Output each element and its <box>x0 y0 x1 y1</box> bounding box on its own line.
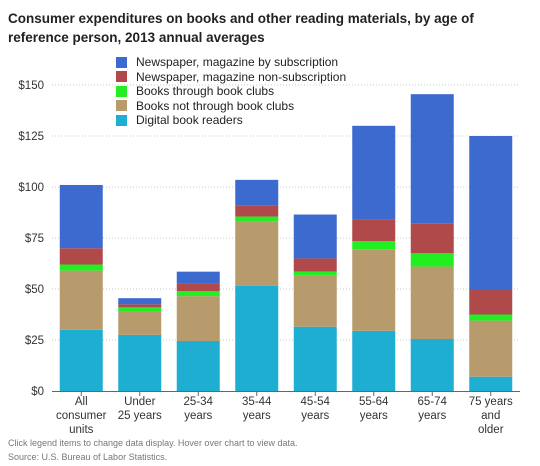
y-tick-label: $150 <box>18 80 44 92</box>
bar-segment[interactable] <box>352 330 396 391</box>
bar-segment[interactable] <box>469 290 513 315</box>
bar-segment[interactable] <box>352 219 396 242</box>
y-tick-label: $0 <box>31 386 44 398</box>
bar-segment[interactable] <box>469 320 513 377</box>
x-tick-label: 45-54 years <box>301 396 331 422</box>
bar-segment[interactable] <box>176 271 220 284</box>
legend-swatch <box>116 85 127 97</box>
y-tick-label: $100 <box>18 182 44 194</box>
interaction-note: Click legend items to change data displa… <box>8 438 298 448</box>
axes: $0 $25 $50 $75 $100 $125 $150 All consumer units U… <box>18 80 520 436</box>
legend-label: Newspaper, magazine non-subscription <box>136 69 347 84</box>
bar-segment[interactable] <box>293 214 337 259</box>
legend-label: Digital book readers <box>136 113 243 127</box>
bar-segment[interactable] <box>176 296 220 342</box>
legend-swatch <box>116 56 127 68</box>
bar-segment[interactable] <box>235 216 279 222</box>
bar-segment[interactable] <box>410 266 454 339</box>
legend-item[interactable]: Books through book clubs <box>116 84 346 98</box>
y-tick-label: $125 <box>18 131 44 143</box>
bar-segment[interactable] <box>176 291 220 297</box>
bar-segment[interactable] <box>59 248 103 265</box>
bar-segment[interactable] <box>176 341 220 391</box>
bar-segment[interactable] <box>352 241 396 250</box>
bar-segment[interactable] <box>118 334 162 391</box>
bar-segment[interactable] <box>469 136 513 291</box>
bar-segment[interactable] <box>59 184 103 249</box>
y-tick-label: $75 <box>25 233 44 245</box>
bar-segment[interactable] <box>235 221 279 286</box>
bar-segment[interactable] <box>118 298 162 305</box>
bar-segment[interactable] <box>59 329 103 391</box>
x-tick-label: 75 years and older <box>469 396 513 436</box>
bar-segment[interactable] <box>176 283 220 292</box>
legend-item[interactable]: Books not through book clubs <box>116 99 346 113</box>
legend-swatch <box>116 71 127 82</box>
legend-label: Books through book clubs <box>136 84 275 98</box>
bar-segment[interactable] <box>410 223 454 254</box>
bar-segment[interactable] <box>235 179 279 206</box>
bar-segment[interactable] <box>410 338 454 391</box>
legend-swatch <box>116 100 127 111</box>
bar-segment[interactable] <box>118 311 162 335</box>
x-tick-label: 25-34 years <box>184 396 214 422</box>
legend-label: Books not through book clubs <box>136 98 295 113</box>
x-tick-label: 65-74 years <box>418 396 448 422</box>
source-note: Source: U.S. Bureau of Labor Statistics. <box>8 452 168 462</box>
bar-segment[interactable] <box>235 205 279 217</box>
bar-segment[interactable] <box>293 326 337 391</box>
legend-item[interactable]: Digital book readers <box>116 113 346 127</box>
bar-segment[interactable] <box>293 275 337 327</box>
x-tick-label: 35-44 years <box>242 396 272 422</box>
bar-stacks[interactable] <box>59 94 513 391</box>
bar-segment[interactable] <box>293 258 337 272</box>
chart-title: Consumer expenditures on books and other… <box>8 11 474 45</box>
bar-segment[interactable] <box>352 125 396 220</box>
legend-item[interactable]: Newspaper, magazine by subscription <box>116 55 346 69</box>
x-tick-label: 55-64 years <box>359 396 389 422</box>
bar-segment[interactable] <box>118 307 162 312</box>
bar-segment[interactable] <box>410 253 454 267</box>
legend-label: Newspaper, magazine by subscription <box>136 55 339 69</box>
bar-segment[interactable] <box>293 271 337 276</box>
legend-item[interactable]: Newspaper, magazine non-subscription <box>116 70 346 84</box>
bar-segment[interactable] <box>469 376 513 391</box>
x-tick-label: Under 25 years <box>118 396 162 422</box>
bar-segment[interactable] <box>469 314 513 321</box>
chart-legend[interactable]: Newspaper, magazine by subscription Newsp… <box>116 55 346 128</box>
x-tick-label: All consumer units <box>56 396 107 436</box>
bar-segment[interactable] <box>410 94 454 224</box>
bar-segment[interactable] <box>352 249 396 331</box>
bar-segment[interactable] <box>118 304 162 308</box>
y-tick-label: $25 <box>25 335 44 347</box>
legend-swatch <box>116 114 127 126</box>
y-tick-label: $50 <box>25 284 44 296</box>
bar-segment[interactable] <box>59 270 103 330</box>
bar-segment[interactable] <box>235 285 279 391</box>
bar-segment[interactable] <box>59 264 103 271</box>
